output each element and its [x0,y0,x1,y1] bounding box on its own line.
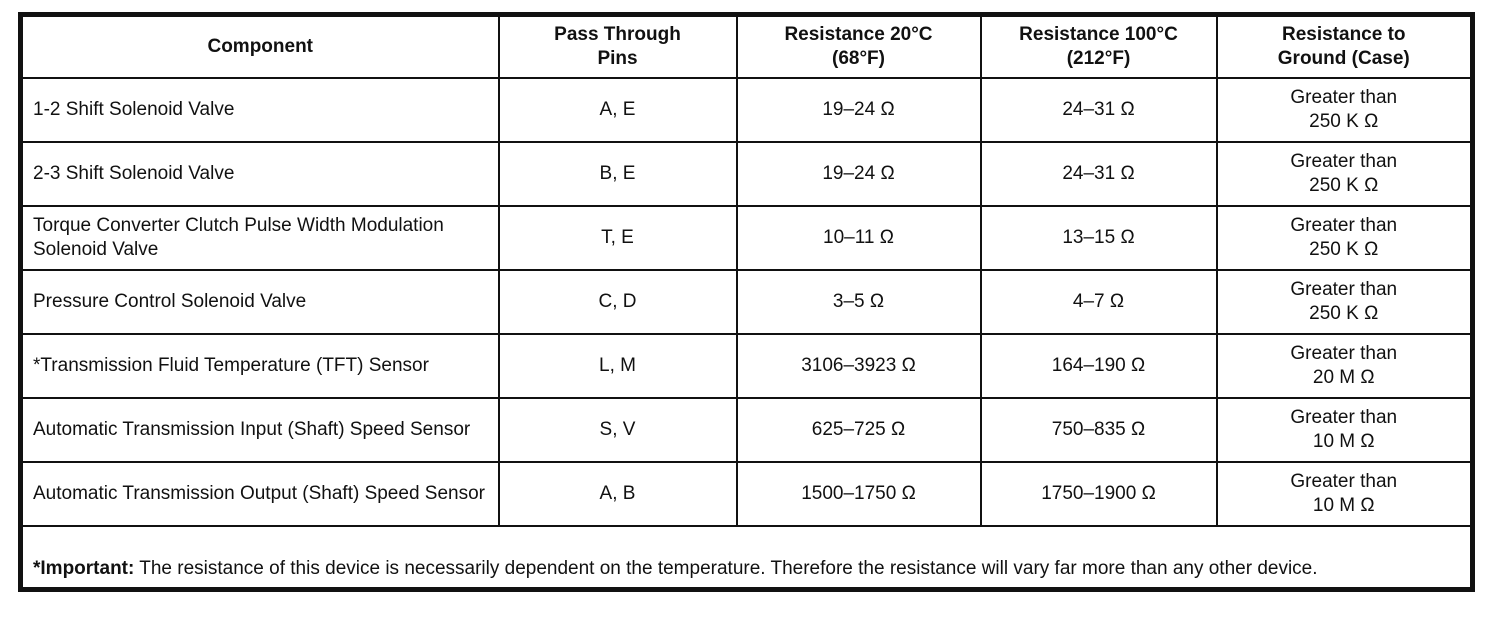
cell-resistance-100c: 750–835 Ω [979,396,1218,463]
header-cell-resistance-100c: Resistance 100°C (212°F) [979,13,1218,79]
table-row: 1-2 Shift Solenoid Valve A, E 19–24 Ω 24… [19,76,1474,143]
cell-resistance-20c: 625–725 Ω [735,396,982,463]
cell-component: Pressure Control Solenoid Valve [19,268,500,335]
cell-component: Torque Converter Clutch Pulse Width Modu… [19,204,500,271]
cell-resistance-100c: 13–15 Ω [979,204,1218,271]
cell-resistance-100c: 1750–1900 Ω [979,460,1218,527]
cell-pins: T, E [497,204,738,271]
table-row: *Transmission Fluid Temperature (TFT) Se… [19,332,1474,399]
table-row: Torque Converter Clutch Pulse Width Modu… [19,204,1474,271]
cell-resistance-20c: 3–5 Ω [735,268,982,335]
header-cell-pass-through-pins: Pass Through Pins [497,13,738,79]
cell-resistance-20c: 19–24 Ω [735,76,982,143]
cell-resistance-100c: 164–190 Ω [979,332,1218,399]
cell-component: 1-2 Shift Solenoid Valve [19,76,500,143]
cell-pins: B, E [497,140,738,207]
cell-resistance-100c: 24–31 Ω [979,140,1218,207]
cell-resistance-20c: 3106–3923 Ω [735,332,982,399]
footnote-cell: *Important: The resistance of this devic… [19,524,1474,591]
cell-resistance-20c: 1500–1750 Ω [735,460,982,527]
header-cell-component: Component [19,13,500,79]
cell-pins: S, V [497,396,738,463]
header-cell-resistance-to-ground: Resistance to Ground (Case) [1215,13,1474,79]
cell-resistance-100c: 4–7 Ω [979,268,1218,335]
table-row: Automatic Transmission Input (Shaft) Spe… [19,396,1474,463]
cell-resistance-20c: 10–11 Ω [735,204,982,271]
cell-component: *Transmission Fluid Temperature (TFT) Se… [19,332,500,399]
cell-resistance-ground: Greater than 250 K Ω [1215,204,1474,271]
cell-pins: A, E [497,76,738,143]
cell-component: Automatic Transmission Input (Shaft) Spe… [19,396,500,463]
cell-component: 2-3 Shift Solenoid Valve [19,140,500,207]
footnote-text: The resistance of this device is necessa… [134,557,1318,579]
cell-resistance-ground: Greater than 250 K Ω [1215,76,1474,143]
cell-component: Automatic Transmission Output (Shaft) Sp… [19,460,500,527]
table-row: Pressure Control Solenoid Valve C, D 3–5… [19,268,1474,335]
cell-pins: C, D [497,268,738,335]
cell-resistance-ground: Greater than 20 M Ω [1215,332,1474,399]
cell-pins: L, M [497,332,738,399]
table-row: 2-3 Shift Solenoid Valve B, E 19–24 Ω 24… [19,140,1474,207]
footnote-row: *Important: The resistance of this devic… [19,524,1474,591]
cell-resistance-ground: Greater than 250 K Ω [1215,140,1474,207]
cell-pins: A, B [497,460,738,527]
cell-resistance-ground: Greater than 10 M Ω [1215,396,1474,463]
cell-resistance-ground: Greater than 10 M Ω [1215,460,1474,527]
table-header-row: Component Pass Through Pins Resistance 2… [19,13,1474,79]
header-cell-resistance-20c: Resistance 20°C (68°F) [735,13,982,79]
cell-resistance-20c: 19–24 Ω [735,140,982,207]
table-row: Automatic Transmission Output (Shaft) Sp… [19,460,1474,527]
cell-resistance-ground: Greater than 250 K Ω [1215,268,1474,335]
resistance-spec-table: Component Pass Through Pins Resistance 2… [18,12,1475,592]
footnote-label: *Important: [33,557,135,579]
cell-resistance-100c: 24–31 Ω [979,76,1218,143]
